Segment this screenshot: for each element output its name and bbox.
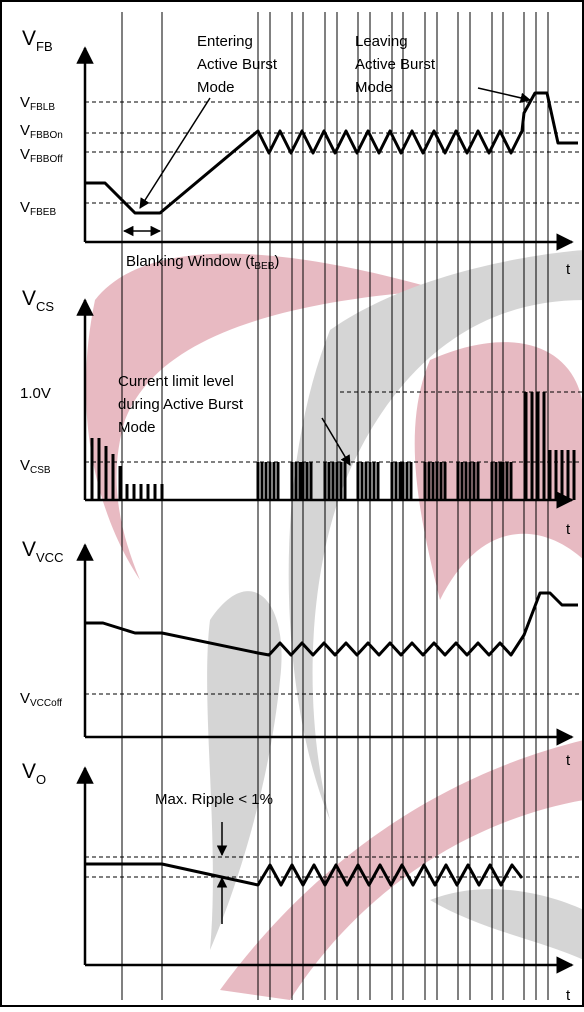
vcc-level-off: VVCCoff [20,690,62,709]
cs-level-csb: VCSB [20,457,51,476]
leave-annot-2: Active Burst [355,56,436,73]
vo-t-label: t [566,987,571,1004]
blanking-label: Blanking Window (tBEB) [126,253,279,272]
leave-annot-3: Mode [355,79,393,96]
cs-t-label: t [566,521,571,538]
cs-axis-label: VCS [22,287,54,314]
cs-annot-1: Current limit level [118,373,234,390]
vcc-t-label: t [566,752,571,769]
fb-t-label: t [566,261,571,278]
watermark-logo [85,250,584,1000]
vcc-axis-label: VVCC [22,538,63,565]
fb-level-eb: VFBEB [20,199,56,218]
timing-lines [121,12,549,1000]
leave-arrow [477,87,532,103]
enter-arrow [139,97,211,209]
vcc-waveform [85,591,578,657]
vo-ripple-annot: Max. Ripple < 1% [155,791,273,808]
fb-axis-label: VFB [22,27,53,54]
enter-annot-1: Entering [197,33,253,50]
cs-annot-3: Mode [118,419,156,436]
vo-axis-label: VO [22,760,46,787]
fb-level-boff: VFBBOff [20,146,63,165]
enter-annot-2: Active Burst [197,56,278,73]
cs-level-1v: 1.0V [20,385,51,402]
cs-pulses [90,392,576,500]
annotation-arrows [122,87,532,924]
vo-waveform [85,862,524,887]
waveforms [85,91,578,887]
fb-level-lb: VFBLB [20,94,55,113]
fb-level-bon: VFBBOn [20,122,63,141]
leave-annot-1: Leaving [355,33,408,50]
enter-annot-3: Mode [197,79,235,96]
cs-annot-arrow [321,417,351,466]
fb-waveform [85,91,578,215]
cs-annot-2: during Active Burst [118,396,244,413]
